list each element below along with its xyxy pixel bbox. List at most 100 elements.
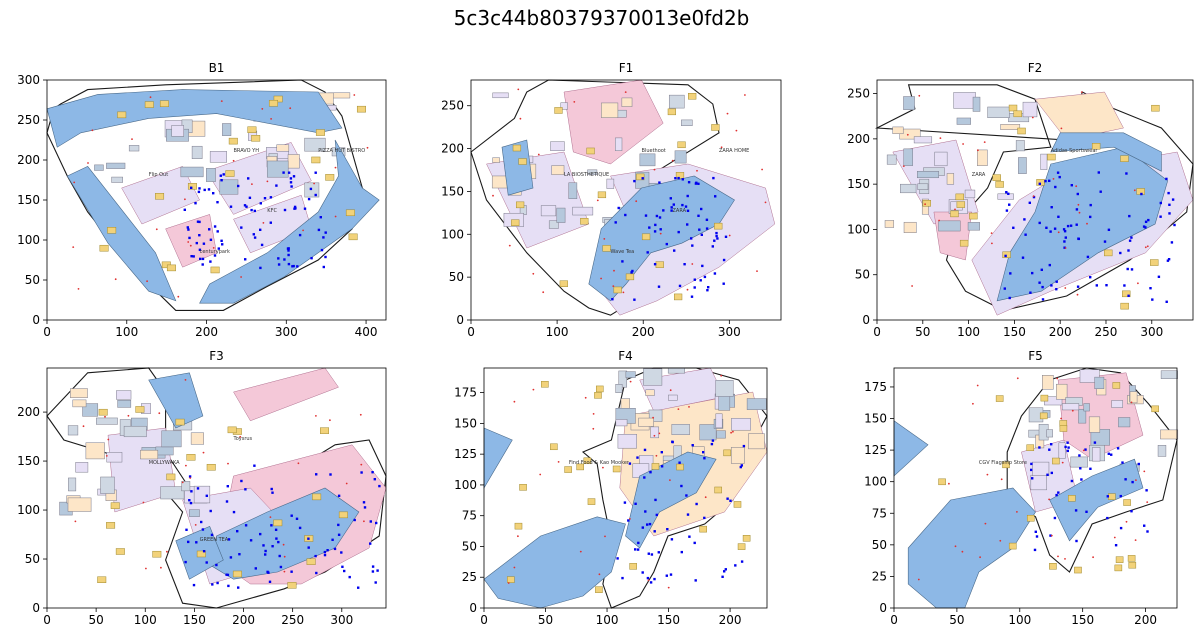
- nav-node: [630, 271, 633, 274]
- y-tick-label: 0: [32, 601, 40, 615]
- store-block: [106, 162, 126, 169]
- x-tick-label: 100: [957, 325, 980, 339]
- nav-node: [646, 523, 649, 526]
- nav-node: [707, 286, 710, 289]
- nav-node: [1106, 516, 1109, 520]
- nav-node: [210, 533, 214, 537]
- nav-node: [1105, 284, 1108, 287]
- nav-node: [1144, 226, 1147, 229]
- small-unit: [636, 173, 645, 181]
- small-unit: [554, 107, 563, 114]
- nav-node: [215, 563, 218, 567]
- nav-node: [1077, 237, 1080, 240]
- store-block: [540, 205, 557, 217]
- nav-node: [314, 171, 317, 174]
- nav-node: [253, 209, 256, 213]
- nav-node: [324, 231, 327, 234]
- small-unit: [1127, 555, 1136, 562]
- small-unit: [595, 586, 603, 593]
- store-block: [916, 171, 939, 179]
- nav-node: [1142, 225, 1146, 228]
- nav-node: [269, 196, 273, 199]
- store-block: [1160, 429, 1179, 440]
- nav-node: [636, 456, 639, 459]
- nav-node: [1167, 191, 1170, 195]
- nav-node: [374, 581, 377, 584]
- small-unit: [677, 141, 686, 149]
- x-tick-label: 300: [1140, 325, 1163, 339]
- door-point: [177, 295, 180, 298]
- x-tick-label: 0: [873, 325, 881, 339]
- x-tick-label: 50: [88, 613, 103, 627]
- nav-node: [337, 523, 340, 527]
- nav-node: [369, 520, 372, 523]
- corridor-area: [483, 516, 626, 609]
- door-point: [239, 435, 242, 438]
- door-point: [313, 182, 315, 185]
- door-point: [166, 550, 168, 553]
- nav-node: [1095, 284, 1098, 287]
- nav-node: [654, 498, 657, 502]
- nav-node: [693, 541, 696, 545]
- y-tick-label: 100: [847, 222, 870, 236]
- door-point: [289, 107, 292, 110]
- nav-node: [322, 236, 325, 239]
- shop-zone: [563, 79, 664, 165]
- store-label: Adidas Sportswear: [1051, 148, 1099, 154]
- nav-node: [333, 547, 337, 551]
- small-unit: [210, 266, 220, 274]
- door-point: [603, 238, 606, 240]
- store-block: [1118, 417, 1131, 428]
- door-point: [539, 473, 542, 476]
- door-point: [604, 535, 606, 538]
- nav-node: [245, 205, 248, 208]
- axes-frame: [876, 79, 1194, 321]
- nav-node: [1165, 300, 1168, 303]
- nav-node: [687, 181, 691, 184]
- nav-node: [678, 461, 681, 464]
- door-point: [999, 539, 1002, 542]
- door-point: [146, 280, 148, 283]
- door-point: [600, 277, 602, 280]
- nav-node: [614, 221, 617, 224]
- store-block: [190, 432, 204, 445]
- store-block: [917, 183, 929, 190]
- door-point: [691, 263, 694, 265]
- small-unit: [1013, 110, 1022, 118]
- small-unit: [541, 380, 549, 388]
- small-unit: [144, 101, 154, 108]
- nav-node: [1131, 480, 1134, 484]
- nav-node: [226, 573, 230, 577]
- nav-node: [289, 181, 293, 184]
- nav-node: [248, 196, 252, 199]
- nav-node: [227, 538, 231, 541]
- door-point: [629, 380, 632, 383]
- nav-node: [1085, 510, 1088, 513]
- door-point: [194, 524, 197, 526]
- nav-node: [694, 579, 697, 582]
- nav-node: [290, 570, 293, 573]
- small-unit: [651, 463, 660, 470]
- store-block: [1111, 400, 1123, 408]
- store-block: [572, 206, 594, 216]
- nav-node: [244, 524, 248, 527]
- door-point: [517, 535, 519, 538]
- door-point: [1146, 245, 1149, 248]
- nav-node: [329, 473, 332, 476]
- small-unit: [166, 264, 176, 272]
- store-block: [72, 399, 87, 408]
- nav-node: [1089, 467, 1092, 470]
- small-unit: [311, 156, 321, 164]
- door-point: [954, 208, 956, 211]
- small-unit: [1008, 542, 1017, 550]
- store-block: [667, 367, 685, 374]
- nav-node: [658, 216, 662, 219]
- small-unit: [714, 222, 723, 230]
- store-block: [956, 117, 971, 125]
- nav-node: [289, 177, 293, 180]
- store-block: [900, 183, 917, 194]
- door-point: [1082, 449, 1085, 452]
- store-block: [548, 220, 559, 229]
- nav-node: [283, 258, 286, 261]
- nav-node: [1041, 298, 1045, 301]
